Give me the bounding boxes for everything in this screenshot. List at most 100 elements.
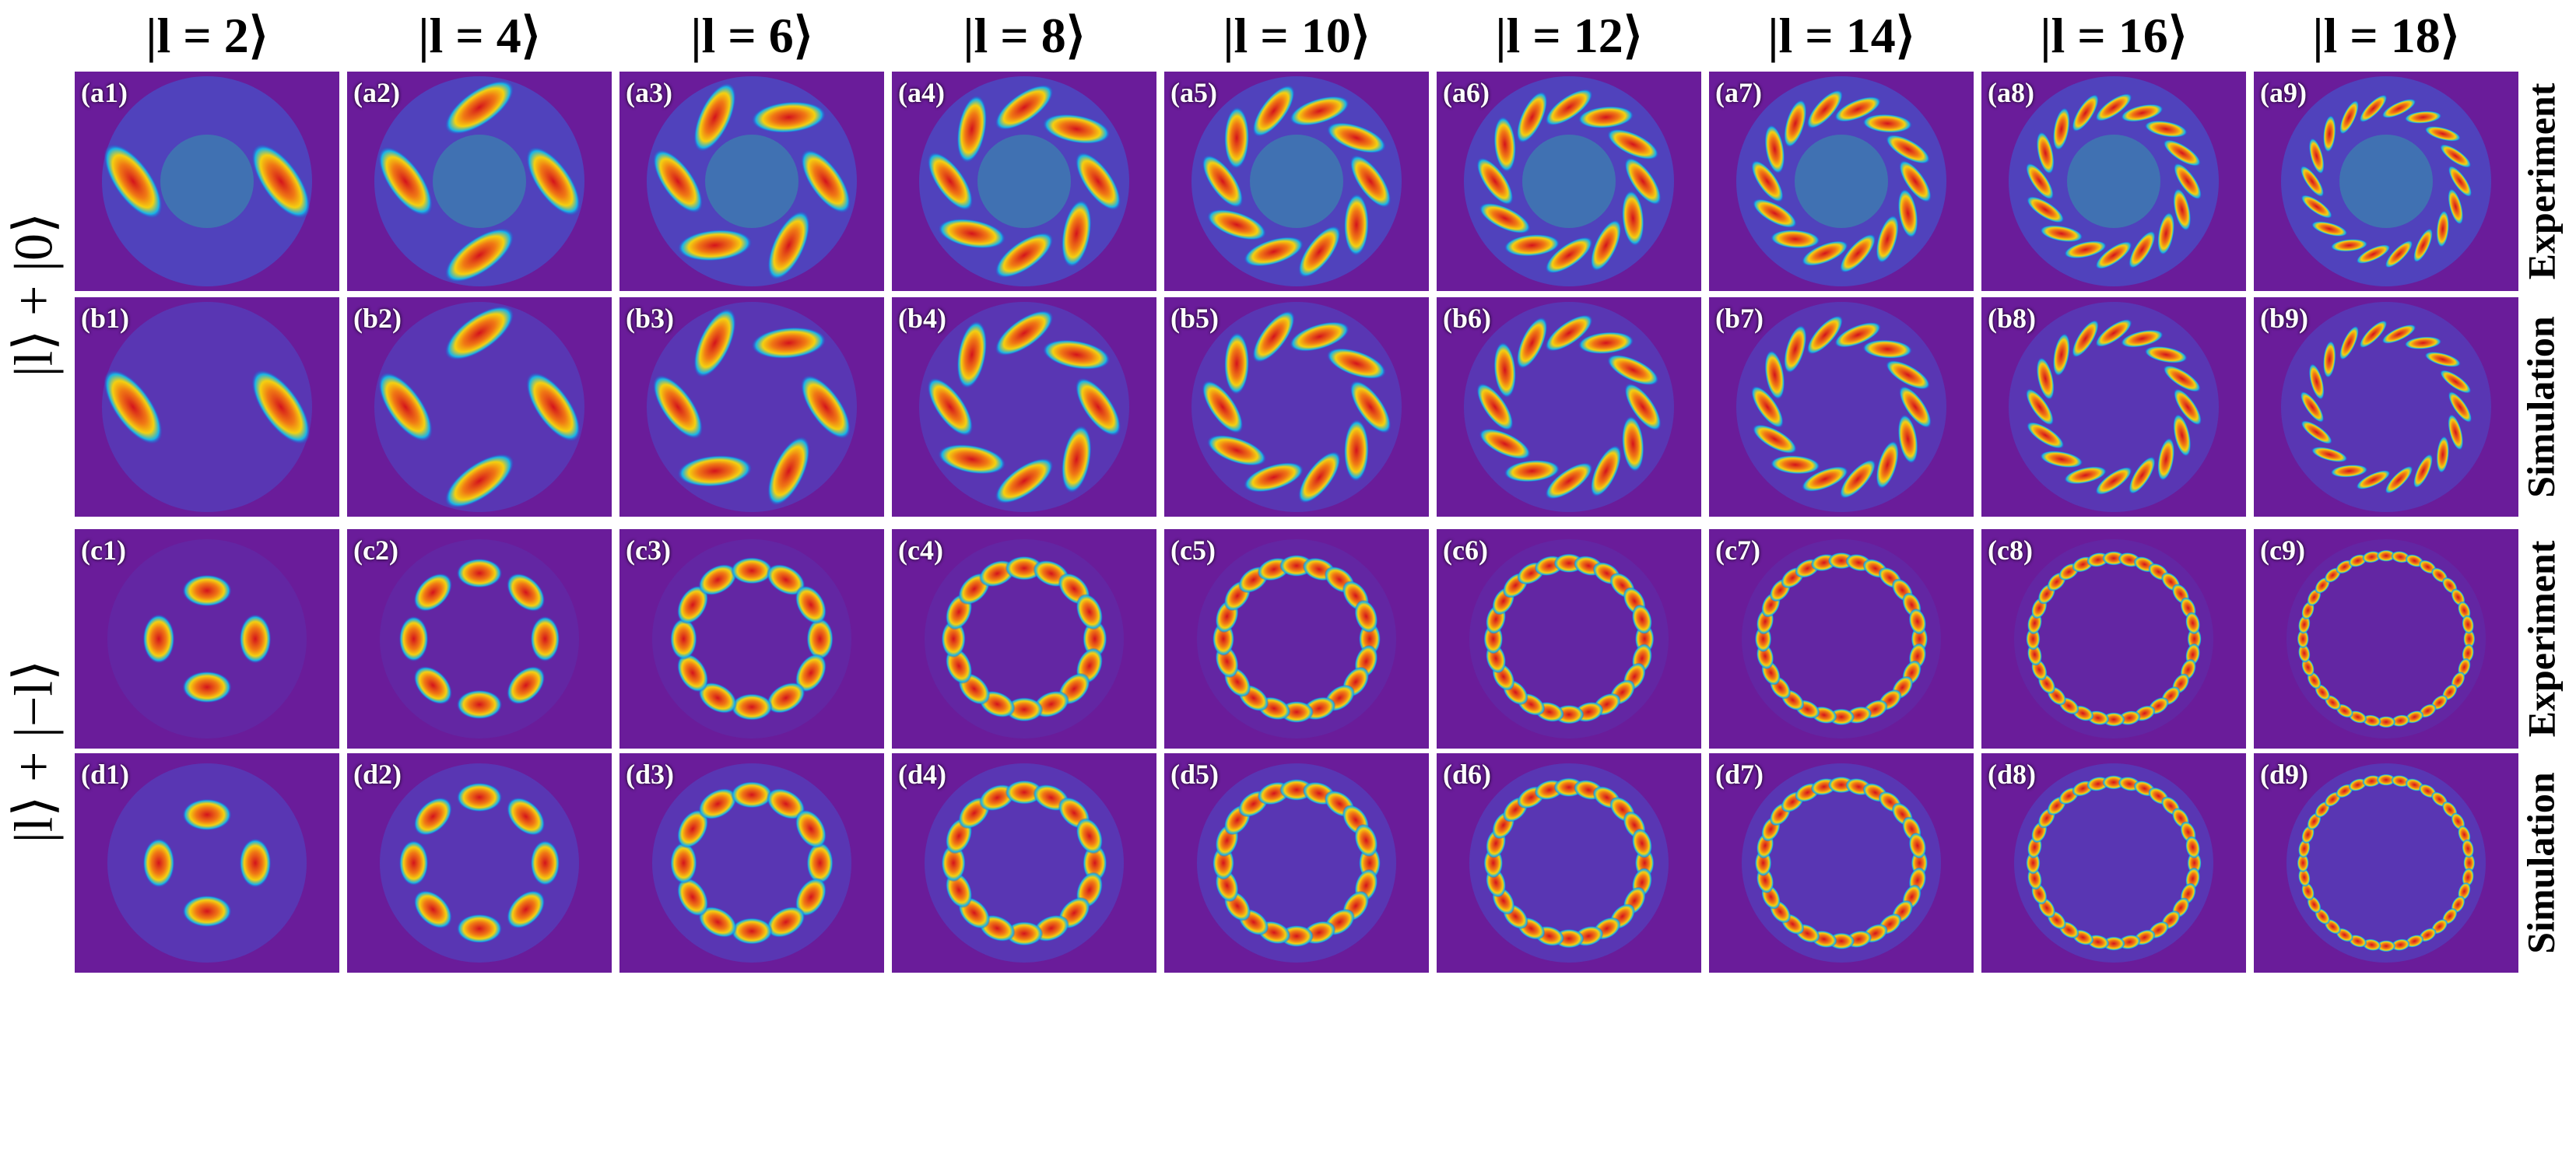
- panel-label: (b7): [1715, 303, 1764, 334]
- intensity-lobe: [1061, 199, 1092, 268]
- intensity-lobe: [1252, 310, 1295, 363]
- intensity-pattern: [647, 302, 857, 512]
- intensity-pattern: [647, 76, 857, 286]
- intensity-lobe: [2300, 165, 2325, 198]
- intensity-lobe: [1476, 383, 1514, 431]
- intensity-lobe: [731, 781, 773, 808]
- intensity-panel: (a2): [347, 72, 612, 291]
- panel-label: (d9): [2260, 759, 2308, 790]
- intensity-lobe: [1908, 832, 1927, 859]
- panel-label: (d5): [1170, 759, 1219, 790]
- intensity-lobe: [2129, 456, 2156, 495]
- intensity-lobe: [2301, 420, 2332, 444]
- intensity-lobe: [1624, 157, 1662, 205]
- intensity-pattern: [1464, 302, 1674, 512]
- intensity-lobe: [1005, 556, 1044, 580]
- intensity-panel: (c9): [2254, 529, 2518, 749]
- intensity-lobe: [806, 842, 834, 884]
- intensity-lobe: [1899, 160, 1932, 203]
- intensity-lobe: [456, 782, 503, 812]
- intensity-lobe: [507, 890, 546, 929]
- row-type-label-text: Simulation: [2519, 316, 2563, 498]
- intensity-lobe: [995, 458, 1054, 504]
- intensity-lobe: [526, 146, 581, 216]
- intensity-lobe: [182, 574, 232, 607]
- intensity-lobe: [2298, 615, 2311, 634]
- intensity-lobe: [1908, 608, 1927, 635]
- beam-halo: [2014, 763, 2213, 963]
- intensity-lobe: [1801, 240, 1848, 266]
- intensity-lobe: [2362, 775, 2381, 787]
- intensity-lobe: [2339, 325, 2359, 360]
- intensity-lobe: [767, 210, 810, 280]
- intensity-lobe: [1075, 377, 1121, 437]
- intensity-lobe: [1005, 697, 1044, 722]
- intensity-lobe: [1479, 202, 1531, 234]
- intensity-pattern: [652, 763, 851, 963]
- intensity-lobe: [2173, 413, 2192, 457]
- panel-label: (a7): [1715, 77, 1762, 108]
- intensity-lobe: [2036, 132, 2055, 175]
- intensity-panel: (b6): [1437, 297, 1701, 517]
- intensity-lobe: [800, 375, 851, 439]
- row-group-ket-label: |l⟩ + |−l⟩: [0, 529, 67, 973]
- beam-halo: [102, 302, 312, 512]
- intensity-lobe: [698, 906, 737, 938]
- intensity-panel: (d1): [75, 753, 339, 973]
- intensity-lobe: [2129, 230, 2156, 269]
- intensity-lobe: [2120, 329, 2164, 348]
- intensity-lobe: [2311, 447, 2348, 463]
- intensity-lobe: [2026, 196, 2065, 223]
- intensity-panel: (d5): [1164, 753, 1429, 973]
- intensity-lobe: [1493, 116, 1516, 173]
- intensity-lobe: [507, 797, 546, 836]
- intensity-panel: (d7): [1709, 753, 1974, 973]
- intensity-lobe: [806, 618, 834, 660]
- intensity-lobe: [1504, 234, 1560, 257]
- intensity-pattern: [919, 76, 1129, 286]
- intensity-lobe: [1624, 383, 1662, 431]
- panel-label: (c7): [1715, 535, 1760, 566]
- panel-label: (b6): [1443, 303, 1491, 334]
- intensity-lobe: [1083, 619, 1107, 658]
- intensity-lobe: [1631, 828, 1652, 859]
- intensity-pattern: [2014, 539, 2213, 738]
- intensity-lobe: [1752, 198, 1797, 229]
- intensity-lobe: [1886, 134, 1931, 164]
- intensity-panel: (a1): [75, 72, 339, 291]
- intensity-lobe: [2095, 93, 2132, 122]
- intensity-lobe: [2144, 120, 2188, 138]
- intensity-lobe: [938, 218, 1006, 249]
- intensity-lobe: [1516, 91, 1548, 143]
- intensity-lobe: [2448, 188, 2464, 225]
- intensity-lobe: [1784, 99, 1807, 148]
- intensity-lobe: [956, 95, 988, 163]
- intensity-pattern: [1736, 302, 1946, 512]
- intensity-lobe: [1202, 380, 1244, 434]
- intensity-pattern: [2286, 539, 2486, 738]
- intensity-lobe: [731, 693, 773, 721]
- intensity-lobe: [1206, 209, 1267, 240]
- intensity-lobe: [941, 619, 966, 658]
- intensity-lobe: [2308, 363, 2325, 400]
- intensity-lobe: [1899, 385, 1932, 429]
- panel-label: (b8): [1988, 303, 2036, 334]
- intensity-lobe: [1897, 414, 1918, 464]
- intensity-pattern: [1197, 763, 1396, 963]
- intensity-lobe: [456, 914, 503, 944]
- panel-label: (d8): [1988, 759, 2036, 790]
- intensity-lobe: [1042, 114, 1111, 145]
- intensity-lobe: [1834, 322, 1882, 348]
- intensity-lobe: [1751, 385, 1784, 429]
- intensity-lobe: [698, 788, 737, 820]
- intensity-lobe: [1876, 440, 1899, 489]
- intensity-lobe: [2297, 629, 2309, 649]
- intensity-lobe: [1202, 154, 1244, 209]
- intensity-lobe: [2064, 240, 2107, 259]
- intensity-lobe: [698, 564, 737, 596]
- intensity-lobe: [795, 654, 826, 693]
- intensity-lobe: [795, 809, 826, 848]
- intensity-lobe: [693, 308, 736, 378]
- intensity-lobe: [1244, 237, 1304, 267]
- intensity-panel: (a6): [1437, 72, 1701, 291]
